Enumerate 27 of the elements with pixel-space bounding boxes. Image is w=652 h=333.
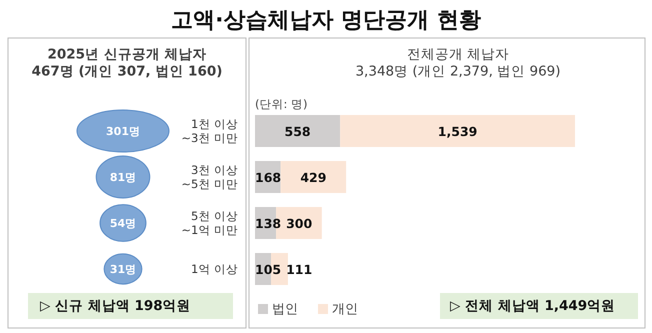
data-label: 1,539: [438, 124, 478, 138]
data-label: 300: [286, 216, 312, 230]
data-label: 111: [286, 262, 312, 276]
data-label: 301명: [106, 124, 140, 138]
legend-label: 개인: [332, 302, 358, 316]
y-tick-label: 1천 이상 ~3천 미만: [181, 116, 238, 146]
text: ▷ 신규 체납액 198억원: [40, 298, 191, 314]
bar: [340, 115, 575, 147]
data-label: 138: [255, 216, 282, 230]
y-tick-label: 5천 이상 ~1억 미만: [181, 208, 238, 238]
y-tick-label: 3천 이상 ~5천 미만: [181, 162, 238, 192]
bar: [255, 115, 340, 147]
chart-subtitle: 전체공개 체납자 3,348명 (개인 2,379, 법인 969): [355, 46, 561, 80]
bar: [280, 161, 346, 193]
data-label: 81명: [110, 170, 136, 184]
text: ▷ 전체 체납액 1,449억원: [450, 298, 616, 314]
data-label: 558: [284, 124, 311, 138]
data-label: 429: [300, 170, 326, 184]
data-label: 54명: [110, 216, 136, 230]
text: 2025년 신규공개 체납자 467명 (개인 307, 법인 160): [32, 46, 222, 80]
data-label: 31명: [110, 262, 136, 276]
text: 고액·상습체납자 명단공개 현황: [171, 8, 481, 32]
annotation: (단위: 명): [255, 97, 308, 111]
data-label: 105: [255, 262, 282, 276]
legend-label: 법인: [272, 302, 298, 316]
y-tick-label: 1억 이상: [191, 262, 238, 276]
data-label: 168: [255, 170, 282, 184]
